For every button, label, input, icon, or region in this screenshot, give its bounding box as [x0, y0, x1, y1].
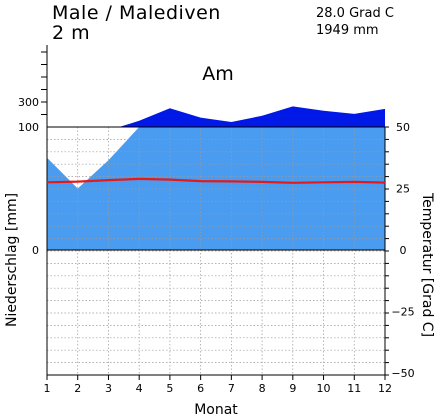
grid-lines [46, 126, 386, 376]
x-tick-label: 8 [259, 382, 266, 395]
mean-temperature: 28.0 Grad C [316, 6, 394, 21]
right-axis-title: Temperatur [Grad C] [419, 192, 435, 337]
annual-precipitation: 1949 mm [316, 23, 379, 38]
climate-class: Am [202, 63, 234, 85]
x-tick-label: 11 [347, 382, 361, 395]
temperature-series [46, 177, 386, 184]
x-tick-label: 2 [74, 382, 81, 395]
left-axis-title: Niederschlag [mm] [4, 193, 20, 327]
x-axis-title: Monat [194, 402, 238, 418]
x-tick-label: 10 [317, 382, 331, 395]
x-tick-label: 3 [105, 382, 112, 395]
axis-labels: 1 2 3 4 5 6 7 8 9 10 11 12010030050250−25−50AmMonat… [4, 63, 435, 418]
precipitation-area [47, 127, 385, 250]
axes [41, 45, 389, 380]
x-tick-label: 5 [166, 382, 173, 395]
temp-tick-label: −25 [391, 306, 414, 319]
precip-tick-label: 100 [18, 121, 39, 134]
precipitation-areas [47, 106, 385, 250]
temp-tick-label: 50 [396, 121, 410, 134]
precip-tick-label: 300 [18, 96, 39, 109]
x-tick-label: 9 [289, 382, 296, 395]
x-tick-label: 7 [228, 382, 235, 395]
x-tick-label: 6 [197, 382, 204, 395]
x-tick-label: 4 [136, 382, 143, 395]
temperature-line [46, 177, 386, 184]
temp-tick-label: −50 [391, 367, 414, 380]
precip-tick-label: 0 [32, 244, 39, 257]
station-name: Male / Malediven [52, 2, 221, 24]
x-tick-label: 1 [44, 382, 51, 395]
station-elevation: 2 m [52, 22, 91, 44]
precipitation-perhumid-area [119, 106, 385, 127]
temp-tick-label: 0 [400, 244, 407, 257]
temp-tick-label: 25 [396, 183, 410, 196]
x-tick-label: 12 [378, 382, 392, 395]
